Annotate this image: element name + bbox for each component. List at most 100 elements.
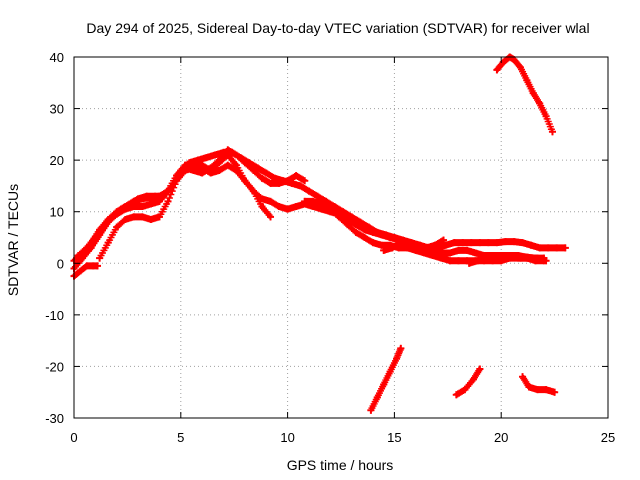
data-point (476, 239, 484, 247)
data-point (215, 156, 223, 164)
data-point (76, 267, 84, 275)
y-axis-label: SDTVAR / TECUs (5, 184, 21, 296)
data-marks (70, 53, 569, 414)
data-point (151, 192, 159, 200)
data-point (314, 192, 322, 200)
data-point (267, 197, 275, 205)
data-point (529, 89, 537, 97)
data-point (74, 252, 82, 260)
data-point (138, 213, 146, 221)
series-track-08 (465, 252, 550, 267)
data-point (510, 238, 518, 246)
data-point (275, 203, 283, 211)
data-point (542, 257, 550, 265)
data-point (534, 386, 542, 394)
data-point (305, 187, 313, 195)
y-tick-label: 0 (57, 256, 64, 271)
data-point (147, 215, 155, 223)
data-point (279, 177, 287, 185)
data-point (551, 388, 559, 396)
axis-ticks: 0 5 10 15 20 25 -30 -20 -10 0 10 20 30 40 (45, 50, 615, 445)
data-point (207, 169, 215, 177)
data-point (108, 213, 116, 221)
data-point (508, 252, 516, 260)
y-tick-label: 20 (50, 153, 64, 168)
data-point (267, 213, 275, 221)
data-point (542, 386, 550, 394)
x-tick-label: 0 (70, 430, 77, 445)
data-point (190, 164, 198, 172)
data-point (534, 254, 542, 262)
data-point (380, 380, 388, 388)
data-point (548, 128, 556, 136)
data-point (335, 213, 343, 221)
data-point (542, 112, 550, 120)
data-point (493, 66, 501, 74)
data-point (267, 179, 275, 187)
data-point (452, 391, 460, 399)
data-point (155, 213, 163, 221)
data-point (249, 187, 257, 195)
data-point (431, 241, 439, 249)
data-point (147, 200, 155, 208)
data-point (237, 154, 245, 162)
series-track-07 (380, 236, 448, 254)
data-point (476, 365, 484, 373)
data-point (258, 174, 266, 182)
gridlines (74, 57, 608, 418)
data-point (469, 375, 477, 383)
data-point (472, 249, 480, 257)
data-point (380, 246, 388, 254)
data-point (525, 254, 533, 262)
plus-markers (70, 151, 275, 265)
data-point (173, 177, 181, 185)
data-point (369, 239, 377, 247)
series-track-09 (367, 344, 405, 414)
y-tick-label: 30 (50, 102, 64, 117)
data-point (245, 159, 253, 167)
data-point (296, 182, 304, 190)
data-point (288, 179, 296, 187)
data-point (93, 262, 101, 270)
data-point (211, 151, 219, 159)
data-point (525, 383, 533, 391)
data-point (393, 355, 401, 363)
data-point (138, 203, 146, 211)
data-point (519, 373, 527, 381)
data-point (284, 205, 292, 213)
data-point (232, 166, 240, 174)
data-point (459, 239, 467, 247)
plus-markers (367, 344, 405, 414)
x-tick-label: 20 (494, 430, 508, 445)
data-point (493, 239, 501, 247)
series-track-10 (452, 365, 484, 399)
data-point (301, 197, 309, 205)
x-tick-label: 15 (387, 430, 401, 445)
data-point (367, 406, 375, 414)
chart-title: Day 294 of 2025, Sidereal Day-to-day VTE… (86, 20, 589, 36)
data-point (523, 76, 531, 84)
y-tick-label: 10 (50, 205, 64, 220)
data-point (160, 192, 168, 200)
plus-markers (452, 365, 484, 399)
data-point (446, 249, 454, 257)
data-point (360, 226, 368, 234)
data-point (301, 177, 309, 185)
x-tick-label: 5 (177, 430, 184, 445)
series-track-11 (519, 373, 559, 396)
data-point (414, 241, 422, 249)
data-point (202, 154, 210, 162)
data-point (474, 257, 482, 265)
data-point (516, 254, 524, 262)
data-point (429, 252, 437, 260)
data-point (527, 241, 535, 249)
data-point (397, 344, 405, 352)
data-point (463, 246, 471, 254)
data-point (386, 234, 394, 241)
data-point (117, 205, 125, 213)
y-tick-label: 40 (50, 50, 64, 65)
data-point (343, 221, 351, 229)
data-point (484, 239, 492, 247)
data-point (258, 203, 266, 211)
data-point (461, 386, 469, 394)
